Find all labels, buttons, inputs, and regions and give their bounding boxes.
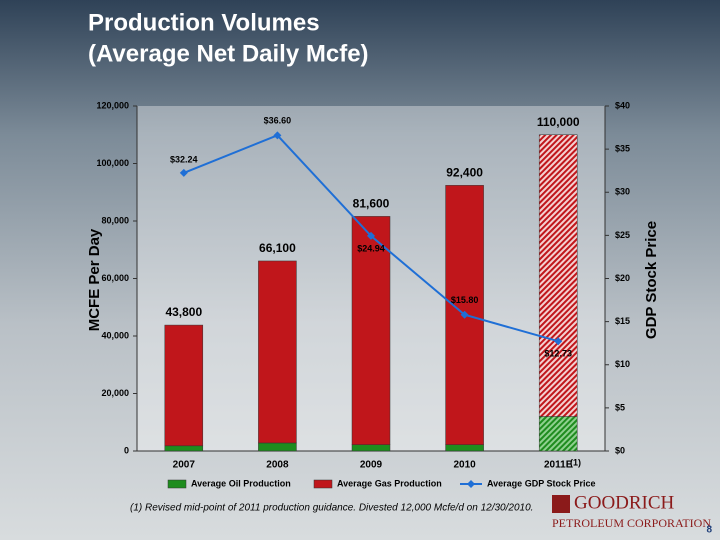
y2-tick-label: $25: [615, 230, 630, 240]
legend-swatch-marker: [467, 480, 475, 488]
bar-segment: [164, 445, 204, 452]
price-marker: [460, 310, 469, 319]
y-tick-label: 60,000: [101, 273, 129, 283]
logo-subname: PETROLEUM CORPORATION: [552, 516, 711, 530]
price-label: $36.60: [264, 116, 292, 126]
price-marker: [273, 131, 282, 140]
x-tick-label: 2011E: [544, 460, 573, 471]
y2-tick-label: $15: [615, 316, 630, 326]
y2-tick-label: $10: [615, 359, 630, 369]
y2-tick-label: $5: [615, 402, 625, 412]
bar-segment: [351, 216, 391, 445]
title: Production Volumes: [88, 9, 320, 36]
y-tick-label: 120,000: [96, 100, 129, 110]
y2-axis-label: GDP Stock Price: [643, 221, 660, 339]
y2-tick-label: $0: [615, 445, 625, 455]
legend-swatch: [167, 479, 187, 489]
y-tick-label: 0: [124, 445, 129, 455]
bar-segment: [445, 444, 484, 452]
subtitle: (Average Net Daily Mcfe): [88, 40, 369, 67]
price-label: $12.73: [544, 349, 572, 359]
price-label: $15.80: [451, 295, 479, 305]
y-tick-label: 40,000: [101, 330, 129, 340]
y2-tick-label: $30: [615, 187, 630, 197]
total-label: 81,600: [353, 197, 390, 211]
total-label: 43,800: [165, 305, 202, 319]
category-note: (1): [570, 457, 581, 467]
price-marker: [554, 337, 563, 346]
y-axis-label: MCFE Per Day: [86, 228, 103, 331]
x-tick-label: 2009: [360, 460, 383, 471]
total-label: 66,100: [259, 241, 296, 255]
y-tick-label: 80,000: [101, 215, 129, 225]
y-tick-label: 20,000: [101, 388, 129, 398]
logo-icon: [552, 495, 570, 513]
bar-segment: [258, 442, 297, 452]
bar-segment: [258, 260, 297, 444]
total-label: 110,000: [537, 115, 580, 129]
price-label: $32.24: [170, 154, 198, 164]
y2-tick-label: $20: [615, 273, 630, 283]
price-marker: [179, 168, 188, 177]
legend-swatch: [313, 479, 333, 489]
y2-tick-label: $40: [615, 100, 630, 110]
logo-name: GOODRICH: [574, 492, 675, 513]
legend-label: Average Oil Production: [191, 478, 291, 488]
bar-segment: [538, 416, 578, 452]
legend-label: Average GDP Stock Price: [487, 478, 596, 488]
x-tick-label: 2008: [266, 460, 289, 471]
bar-segment: [164, 324, 204, 447]
legend-label: Average Gas Production: [337, 478, 442, 488]
page-number: 8: [706, 525, 712, 536]
bar-segment: [351, 444, 391, 452]
price-marker: [367, 231, 375, 240]
bar-segment: [538, 134, 578, 417]
footnote: (1) Revised mid-point of 2011 production…: [130, 503, 533, 514]
price-label: $24.94: [357, 243, 385, 253]
y2-tick-label: $35: [615, 144, 630, 154]
total-label: 92,400: [446, 166, 483, 180]
y-tick-label: 100,000: [96, 158, 129, 168]
x-tick-label: 2010: [453, 460, 476, 471]
x-tick-label: 2007: [173, 460, 196, 471]
